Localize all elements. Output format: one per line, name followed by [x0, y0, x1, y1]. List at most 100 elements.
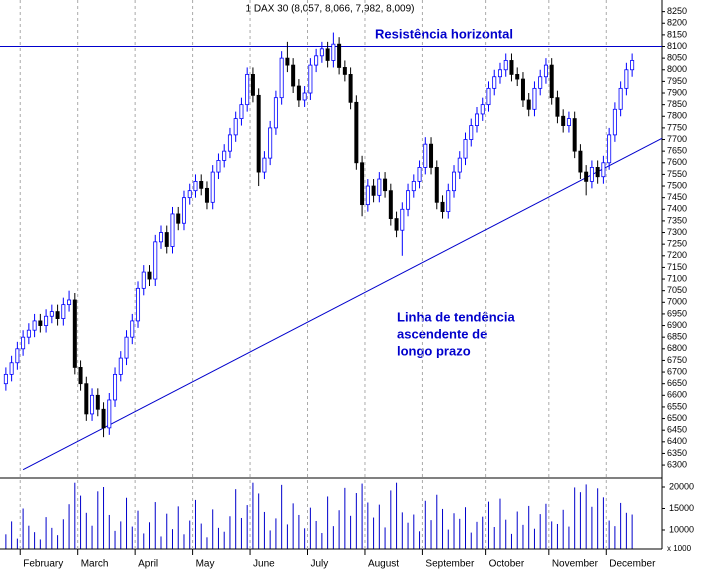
volume-bar: [28, 525, 30, 549]
volume-bar: [57, 535, 59, 549]
candle-body: [262, 157, 267, 173]
volume-bar: [183, 534, 185, 549]
y-tick-label: 7050: [667, 285, 687, 295]
candle-body: [607, 134, 612, 164]
y-tick-label: 8050: [667, 53, 687, 63]
volume-bar: [602, 497, 604, 549]
candle-body: [463, 139, 468, 159]
candle-body: [216, 160, 221, 173]
candle-body: [417, 167, 422, 182]
volume-bar: [574, 487, 576, 549]
y-tick-label: 8000: [667, 64, 687, 74]
candle-body: [113, 373, 118, 401]
y-tick-label: 7250: [667, 239, 687, 249]
candle-body: [354, 101, 359, 164]
candle-body: [55, 311, 60, 319]
volume-bar: [275, 518, 277, 549]
volume-bar: [246, 505, 248, 549]
volume-bar: [568, 526, 570, 549]
volume-bar: [16, 538, 18, 549]
candle-body: [176, 213, 181, 224]
volume-bar: [476, 521, 478, 549]
candle-body: [578, 150, 583, 173]
y-tick-label: 8100: [667, 41, 687, 51]
candle-body: [377, 178, 382, 196]
y-tick-label: 6600: [667, 390, 687, 400]
volume-bar: [551, 521, 553, 549]
candle-body: [612, 108, 617, 136]
volume-bar: [384, 527, 386, 549]
candle-body: [32, 320, 37, 331]
volume-bar: [91, 525, 93, 549]
volume-bar: [585, 484, 587, 549]
y-tick-label: 6650: [667, 378, 687, 388]
volume-bar: [120, 521, 122, 549]
y-tick-label: 6300: [667, 459, 687, 469]
candle-body: [3, 373, 8, 385]
candle-body: [118, 357, 123, 375]
volume-bar: [229, 516, 231, 549]
y-tick-label: 7000: [667, 297, 687, 307]
y-tick-label: 7600: [667, 157, 687, 167]
volume-bar: [80, 495, 82, 549]
candle-body: [107, 399, 112, 429]
x-tick-label: June: [253, 559, 275, 570]
volume-tick-label: 20000: [669, 481, 694, 491]
volume-bar: [465, 507, 467, 549]
candle-body: [429, 143, 434, 168]
candle-body: [492, 76, 497, 89]
volume-bar: [126, 497, 128, 549]
candle-body: [337, 43, 342, 68]
volume-bar: [22, 508, 24, 549]
volume-bar: [597, 488, 599, 549]
x-tick-label: May: [196, 559, 215, 570]
candle-body: [383, 178, 388, 192]
volume-bar: [447, 529, 449, 549]
volume-bar: [269, 530, 271, 549]
candle-body: [503, 60, 508, 71]
candle-body: [84, 383, 89, 415]
volume-bar: [143, 533, 145, 549]
candle-body: [538, 76, 543, 89]
volume-bar: [217, 527, 219, 549]
candle-body: [388, 190, 393, 219]
candle-body: [227, 134, 232, 152]
volume-bar: [154, 502, 156, 549]
candle-body: [515, 74, 520, 80]
candle-body: [595, 167, 600, 178]
volume-bar: [171, 529, 173, 549]
candle-body: [584, 171, 589, 182]
volume-bar: [361, 483, 363, 549]
y-tick-label: 6800: [667, 343, 687, 353]
candle-body: [268, 127, 273, 159]
volume-bar: [436, 494, 438, 549]
volume-bar: [281, 484, 283, 549]
volume-bar: [378, 504, 380, 549]
candle-body: [509, 60, 514, 75]
volume-bar: [470, 532, 472, 549]
volume-bar: [177, 506, 179, 549]
candle-body: [331, 43, 336, 61]
candle-body: [78, 367, 83, 385]
volume-bar: [240, 517, 242, 549]
trend-line: [22, 137, 663, 471]
candle-body: [204, 187, 209, 203]
candle-body: [589, 167, 594, 182]
volume-bar: [413, 514, 415, 549]
candle-body: [474, 113, 479, 126]
candle-body: [250, 74, 255, 96]
volume-bar: [189, 520, 191, 549]
candle-body: [233, 118, 238, 136]
candle-body: [348, 74, 353, 103]
candle-body: [141, 271, 146, 289]
candle-body: [130, 320, 135, 338]
volume-bar: [424, 500, 426, 549]
candle-body: [549, 64, 554, 99]
candle-body: [164, 232, 169, 247]
volume-bar: [459, 518, 461, 549]
candle-body: [193, 180, 198, 192]
candle-body: [124, 336, 129, 359]
candle-body: [566, 118, 571, 126]
candle-body: [543, 64, 548, 78]
volume-bar: [292, 503, 294, 549]
